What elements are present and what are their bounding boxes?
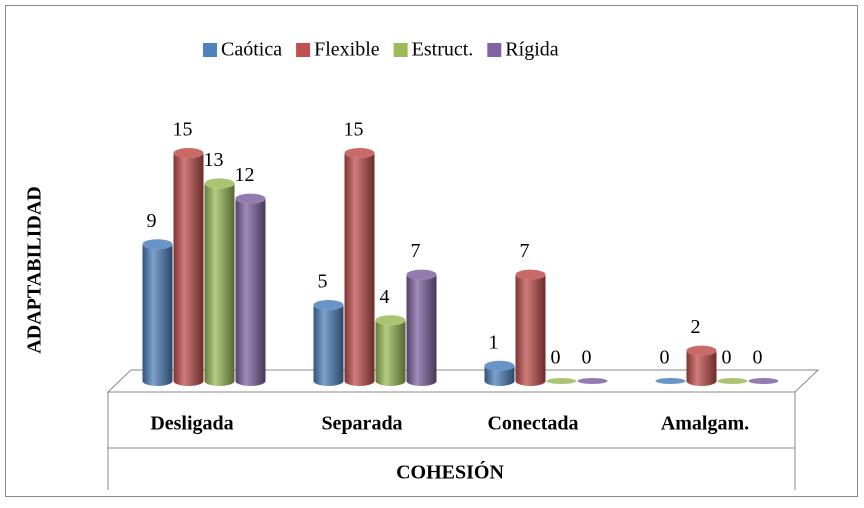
bar	[375, 320, 406, 387]
bar	[313, 305, 344, 387]
bar-top	[406, 269, 437, 280]
bar-top	[686, 345, 717, 356]
data-label: 9	[147, 210, 157, 232]
x-tick-label: Amalgam.	[661, 413, 749, 435]
legend-label: Rígida	[505, 39, 558, 61]
data-label: 12	[235, 164, 255, 186]
bar-top	[235, 193, 266, 204]
bar	[406, 274, 437, 387]
data-label: 7	[411, 240, 421, 262]
bar	[515, 274, 546, 387]
bar	[173, 153, 204, 387]
data-label: 0	[551, 347, 561, 369]
data-label: 5	[318, 271, 328, 293]
y-axis-title: ADAPTABILIDAD	[24, 186, 46, 353]
legend-swatch	[203, 43, 217, 57]
bar-top	[173, 148, 204, 158]
legend: Caótica Flexible Estruct. Rígida	[203, 39, 559, 61]
bar	[686, 350, 717, 387]
bar	[204, 183, 235, 387]
bar-top	[344, 148, 375, 158]
data-label: 1	[489, 331, 499, 353]
data-label: 13	[204, 149, 224, 171]
data-label: 4	[380, 286, 390, 308]
bar	[142, 244, 173, 387]
bar-top	[577, 378, 608, 384]
bar	[235, 198, 266, 387]
bar-top	[717, 378, 748, 384]
x-tick-label: Separada	[321, 413, 402, 435]
legend-swatch	[296, 43, 311, 57]
data-label: 15	[173, 119, 193, 141]
data-label: 15	[344, 119, 364, 141]
data-label: 7	[520, 240, 530, 262]
bar-top	[142, 239, 173, 250]
x-tick-label: Desligada	[150, 413, 233, 435]
data-label: 0	[753, 347, 763, 369]
bar-top	[204, 178, 235, 189]
floor	[106, 369, 820, 393]
x-axis-title: COHESIÓN	[396, 460, 504, 484]
bar-top	[655, 378, 686, 384]
bar-top	[484, 360, 515, 371]
legend-label: Estruct.	[412, 39, 474, 61]
data-label: 0	[582, 347, 592, 369]
legend-label: Caótica	[221, 39, 282, 61]
legend-swatch	[393, 43, 408, 57]
bar	[484, 365, 515, 387]
bar-top	[515, 269, 546, 280]
bar-top	[375, 315, 406, 326]
data-label: 0	[660, 347, 670, 369]
bar-top	[546, 378, 577, 384]
bar-top	[748, 378, 779, 384]
legend-swatch	[487, 43, 502, 57]
data-label: 2	[691, 316, 701, 338]
bar	[344, 153, 375, 387]
data-label: 0	[722, 347, 732, 369]
bar-top	[313, 300, 344, 310]
legend-label: Flexible	[314, 39, 380, 61]
x-tick-label: Conectada	[487, 413, 578, 435]
